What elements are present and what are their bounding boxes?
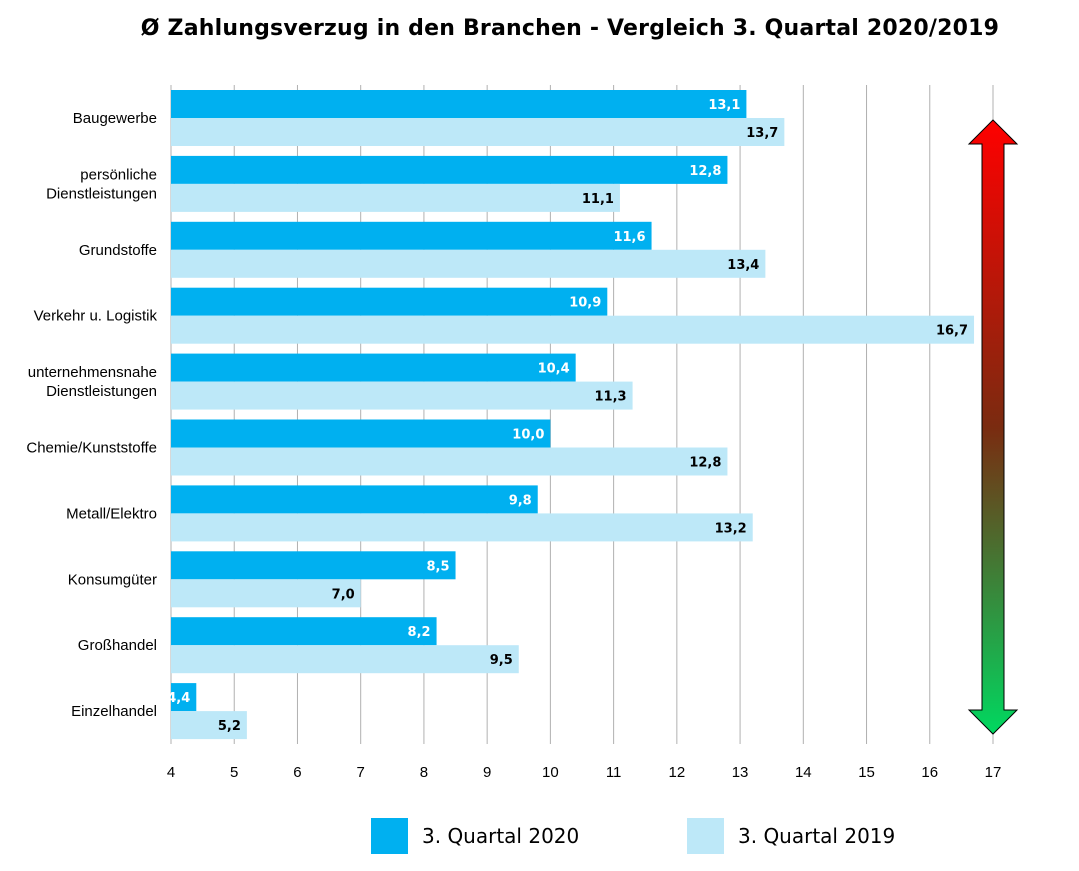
bar-2020-4: [171, 353, 576, 382]
data-label-2019-3: 16,7: [936, 324, 968, 339]
x-axis-ticks: 4 5 6 7 8 9 10 11 12 13 14 15 16 17: [167, 764, 1002, 781]
category-label-6: Metall/Elektro: [66, 505, 157, 522]
red-green-arrow-icon: [967, 119, 1019, 735]
bar-2019-2: [171, 249, 766, 278]
x-tick-label-17: 17: [985, 764, 1002, 781]
data-label-2019-2: 13,4: [727, 258, 759, 273]
data-label-2020-5: 10,0: [512, 428, 544, 443]
x-tick-label-10: 10: [542, 764, 559, 781]
chart-title: Ø Zahlungsverzug in den Branchen - Vergl…: [140, 16, 1000, 41]
bar-2020-6: [171, 485, 538, 514]
data-label-2020-7: 8,5: [427, 559, 450, 574]
data-label-2020-4: 10,4: [538, 362, 570, 377]
bar-2019-4: [171, 381, 633, 410]
bar-2020-7: [171, 551, 456, 580]
bar-2020-3: [171, 287, 608, 316]
category-label-8: Großhandel: [78, 637, 157, 654]
legend-label-2020: 3. Quartal 2020: [422, 824, 580, 848]
data-label-2019-6: 13,2: [715, 521, 747, 536]
data-label-2019-0: 13,7: [746, 126, 778, 141]
category-labels: Baugewerbe persönliche Dienstleistungen Gru…: [26, 110, 157, 720]
x-tick-label-16: 16: [921, 764, 938, 781]
bar-2019-1: [171, 183, 620, 212]
data-label-2020-2: 11,6: [613, 230, 645, 245]
category-label-5: Chemie/Kunststoffe: [26, 440, 157, 457]
data-label-2019-8: 9,5: [490, 653, 513, 668]
legend-label-2019: 3. Quartal 2019: [738, 824, 896, 848]
data-label-2020-9: 4,4: [167, 691, 190, 706]
bar-2019-7: [171, 579, 361, 608]
legend-item-2020: 3. Quartal 2020: [371, 818, 579, 854]
x-tick-label-4: 4: [167, 764, 175, 781]
x-tick-label-11: 11: [606, 764, 622, 781]
legend-swatch-2020: [371, 818, 408, 854]
bar-2020-8: [171, 617, 437, 646]
x-tick-label-12: 12: [669, 764, 686, 781]
data-label-2020-8: 8,2: [408, 625, 431, 640]
data-label-2019-1: 11,1: [582, 192, 614, 207]
bar-2020-1: [171, 155, 728, 184]
legend-item-2019: 3. Quartal 2019: [687, 818, 895, 854]
category-label-1: persönliche Dienstleistungen: [46, 166, 157, 202]
bar-2020-9: [171, 683, 197, 712]
bar-2020-2: [171, 221, 652, 250]
data-label-2019-5: 12,8: [689, 456, 721, 471]
bar-2019-8: [171, 645, 519, 674]
category-label-2: Grundstoffe: [79, 242, 157, 259]
bar-2019-6: [171, 513, 753, 542]
x-tick-label-13: 13: [732, 764, 749, 781]
category-label-9: Einzelhandel: [71, 703, 157, 720]
bar-2020-5: [171, 419, 551, 448]
legend-swatch-2019: [687, 818, 724, 854]
x-tick-label-15: 15: [858, 764, 875, 781]
bar-2019-0: [171, 118, 785, 146]
data-label-2020-6: 9,8: [509, 493, 532, 508]
bar-2019-3: [171, 315, 975, 344]
category-label-3: Verkehr u. Logistik: [34, 308, 158, 325]
data-label-2019-9: 5,2: [218, 719, 241, 734]
x-tick-label-14: 14: [795, 764, 812, 781]
data-label-2019-4: 11,3: [595, 390, 627, 405]
data-label-2020-3: 10,9: [569, 296, 601, 311]
bar-2019-5: [171, 447, 728, 476]
bar-2019-9: [171, 711, 247, 740]
category-label-7: Konsumgüter: [68, 571, 157, 588]
x-tick-label-6: 6: [293, 764, 301, 781]
x-tick-label-5: 5: [230, 764, 238, 781]
data-label-2020-0: 13,1: [708, 98, 740, 113]
x-tick-label-7: 7: [357, 764, 365, 781]
data-label-2020-1: 12,8: [689, 164, 721, 179]
category-label-0: Baugewerbe: [73, 110, 157, 127]
bar-2020-0: [171, 90, 747, 118]
data-label-2019-7: 7,0: [332, 587, 355, 602]
arrow-shape: [967, 119, 1019, 735]
category-label-4: unternehmensnahe Dienstleistungen: [28, 364, 157, 400]
x-tick-label-8: 8: [420, 764, 428, 781]
bars-group: 13,1 13,7 12,8 11,1 11,6 13,4 10,9 16,7 10,4 11,3…: [167, 90, 975, 740]
x-tick-label-9: 9: [483, 764, 491, 781]
